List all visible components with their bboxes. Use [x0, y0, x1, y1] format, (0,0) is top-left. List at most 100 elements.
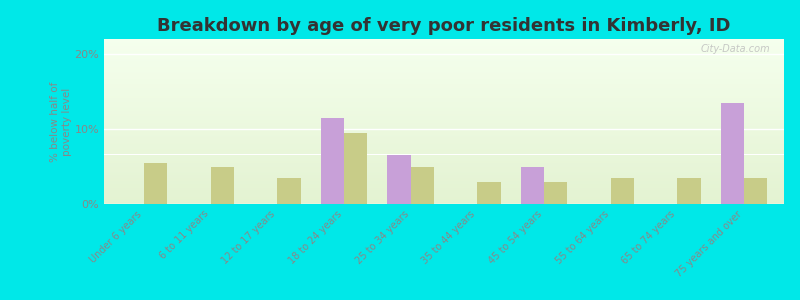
Bar — [104, 62, 784, 63]
Bar — [104, 143, 784, 144]
Bar — [104, 75, 784, 76]
Bar — [104, 198, 784, 199]
Bar — [210, 167, 234, 204]
Bar — [104, 41, 784, 42]
Bar — [104, 101, 784, 102]
Bar — [104, 148, 784, 149]
Bar — [104, 113, 784, 114]
Bar — [104, 141, 784, 142]
Bar — [104, 56, 784, 57]
Bar — [478, 182, 501, 204]
Bar — [104, 90, 784, 91]
Bar — [104, 40, 784, 41]
Bar — [104, 61, 784, 62]
Bar — [104, 132, 784, 133]
Bar — [104, 45, 784, 46]
Bar — [104, 186, 784, 187]
Bar — [104, 180, 784, 181]
Bar — [104, 139, 784, 140]
Bar — [104, 174, 784, 175]
Bar — [104, 193, 784, 194]
Bar — [104, 69, 784, 70]
Bar — [104, 77, 784, 78]
Bar — [104, 106, 784, 107]
Bar — [104, 155, 784, 156]
Bar — [104, 154, 784, 155]
Bar — [104, 126, 784, 127]
Bar — [104, 109, 784, 110]
Bar — [104, 96, 784, 97]
Bar — [544, 182, 567, 204]
Bar — [104, 183, 784, 184]
Bar — [104, 189, 784, 190]
Bar — [104, 200, 784, 201]
Bar — [104, 58, 784, 59]
Bar — [104, 85, 784, 86]
Bar — [104, 49, 784, 50]
Bar — [410, 167, 434, 204]
Bar — [104, 129, 784, 130]
Bar — [104, 177, 784, 178]
Bar — [104, 164, 784, 165]
Bar — [104, 197, 784, 198]
Bar — [104, 115, 784, 116]
Bar — [104, 124, 784, 125]
Bar — [104, 114, 784, 115]
Bar — [104, 120, 784, 121]
Text: City-Data.com: City-Data.com — [701, 44, 770, 54]
Bar — [321, 118, 344, 204]
Bar — [104, 121, 784, 122]
Bar — [104, 128, 784, 129]
Bar — [104, 50, 784, 51]
Bar — [104, 42, 784, 43]
Bar — [104, 159, 784, 160]
Bar — [104, 157, 784, 158]
Bar — [104, 202, 784, 203]
Bar — [104, 64, 784, 65]
Bar — [744, 178, 767, 204]
Bar — [104, 146, 784, 147]
Bar — [104, 195, 784, 196]
Bar — [104, 84, 784, 85]
Bar — [104, 98, 784, 99]
Bar — [104, 151, 784, 152]
Bar — [104, 70, 784, 71]
Bar — [104, 94, 784, 95]
Bar — [104, 150, 784, 151]
Bar — [104, 172, 784, 173]
Bar — [104, 188, 784, 189]
Bar — [104, 153, 784, 154]
Bar — [104, 119, 784, 120]
Bar — [104, 79, 784, 80]
Y-axis label: % below half of
poverty level: % below half of poverty level — [50, 81, 72, 162]
Bar — [104, 63, 784, 64]
Bar — [104, 138, 784, 139]
Bar — [104, 131, 784, 132]
Bar — [104, 162, 784, 163]
Bar — [104, 74, 784, 75]
Bar — [104, 102, 784, 103]
Bar — [104, 100, 784, 101]
Bar — [104, 46, 784, 47]
Bar — [104, 72, 784, 73]
Bar — [104, 166, 784, 167]
Bar — [104, 169, 784, 170]
Bar — [104, 40, 784, 41]
Bar — [104, 93, 784, 94]
Bar — [104, 108, 784, 109]
Bar — [104, 172, 784, 173]
Bar — [104, 117, 784, 118]
Bar — [104, 97, 784, 98]
Bar — [104, 59, 784, 60]
Bar — [104, 48, 784, 49]
Bar — [104, 133, 784, 134]
Bar — [104, 196, 784, 197]
Bar — [104, 156, 784, 157]
Bar — [104, 144, 784, 145]
Bar — [104, 173, 784, 174]
Bar — [104, 167, 784, 168]
Bar — [104, 116, 784, 117]
Bar — [104, 105, 784, 106]
Bar — [104, 52, 784, 53]
Bar — [104, 165, 784, 166]
